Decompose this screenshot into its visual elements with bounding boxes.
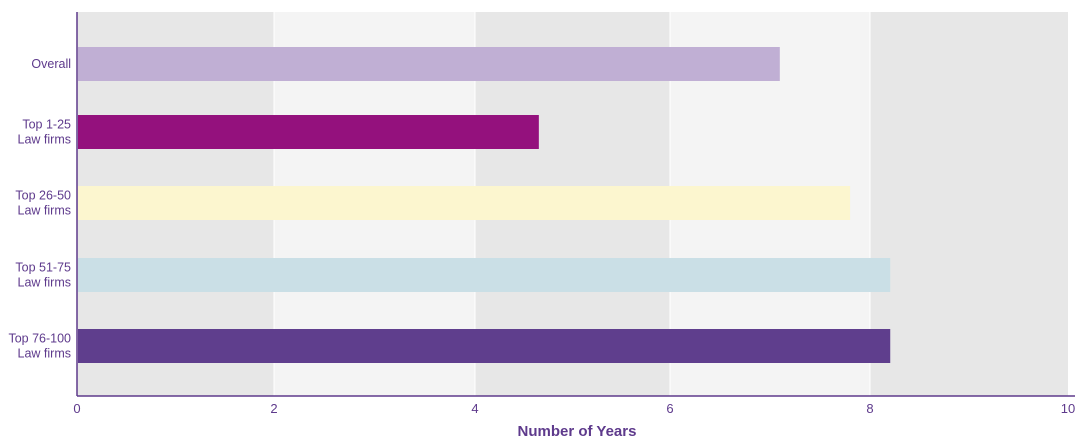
- category-label: Top 26-50 Law firms: [15, 189, 71, 218]
- category-label: Top 76-100 Law firms: [8, 332, 71, 361]
- x-tick-labels: 0 2 4 6 8 10: [73, 401, 1075, 416]
- x-tick-label: 10: [1061, 401, 1075, 416]
- category-labels: Overall Top 1-25 Law firms Top 26-50 Law fir…: [8, 57, 71, 361]
- bars: [78, 47, 891, 363]
- category-label: Overall: [31, 57, 71, 71]
- x-axis-label: Number of Years: [518, 423, 637, 440]
- grid-band: [870, 12, 1068, 396]
- x-tick-label: 6: [666, 401, 673, 416]
- x-tick-label: 0: [73, 401, 80, 416]
- category-label: Top 1-25 Law firms: [18, 118, 72, 147]
- bar: [78, 186, 851, 220]
- bar: [78, 258, 891, 292]
- x-tick-label: 2: [270, 401, 277, 416]
- bar: [78, 47, 780, 81]
- bar: [78, 115, 539, 149]
- x-tick-label: 4: [471, 401, 478, 416]
- category-label: Top 51-75 Law firms: [15, 261, 71, 290]
- x-tick-label: 8: [866, 401, 873, 416]
- axes: [76, 12, 1075, 397]
- bar: [78, 329, 891, 363]
